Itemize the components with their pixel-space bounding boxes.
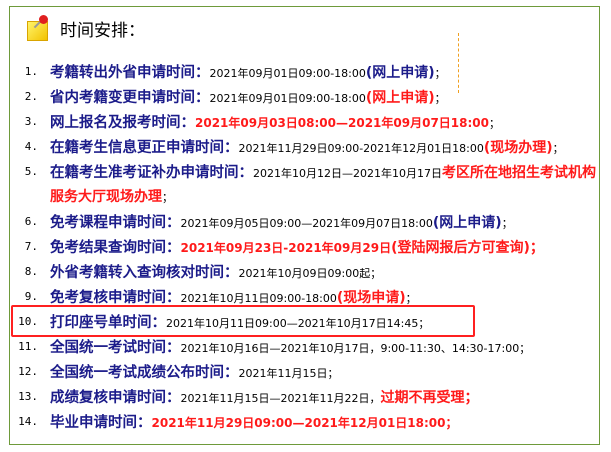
- item-text: (现场办理): [483, 139, 553, 156]
- item-content: 免考课程申请时间： 2021年09月05日09:00—2021年09月07日18:…: [50, 211, 513, 232]
- item-number: 7.: [24, 239, 38, 253]
- item-text: 2021年10月09日09:00起；: [238, 266, 382, 280]
- item-number: 12.: [18, 364, 38, 378]
- item-text: 2021年09月01日09:00-18:00: [209, 66, 366, 80]
- item-text: (网上申请): [432, 214, 502, 231]
- item-number: 1.: [24, 64, 38, 78]
- item-content: 打印座号单时间： 2021年10月11日09:00—2021年10月17日14:4…: [50, 311, 429, 332]
- item-text: ；: [489, 116, 500, 130]
- item-label: 考籍转出外省申请时间：: [50, 64, 210, 81]
- item-text: ；: [434, 91, 446, 105]
- item-text: 2021年09月23日-2021年09月29日: [180, 240, 392, 255]
- item-number: 6.: [24, 214, 38, 228]
- item-number: 13.: [18, 389, 38, 403]
- item-text: 2021年10月12日—2021年10月17日: [253, 166, 442, 180]
- item-text: 考区所在地招生考试机构: [441, 164, 596, 181]
- item-label: 全国统一考试成绩公布时间：: [50, 364, 239, 381]
- item-number: 5.: [24, 164, 38, 178]
- item-number: 3.: [24, 114, 38, 128]
- section-header: 时间安排：: [27, 15, 145, 42]
- item-content: 省内考籍变更申请时间： 2021年09月01日09:00-18:00 (网上申请)；: [50, 86, 446, 107]
- item-content: 全国统一考试时间： 2021年10月16日—2021年10月17日，9:00-11…: [50, 336, 530, 357]
- item-text: ；: [405, 291, 417, 305]
- item-text: ；: [552, 141, 564, 155]
- item-content: 考籍转出外省申请时间： 2021年09月01日09:00-18:00 (网上申请)；: [50, 61, 446, 82]
- item-text: (网上申请): [365, 89, 435, 106]
- item-label: 外省考籍转入查询核对时间：: [50, 264, 239, 281]
- item-number: 14.: [18, 414, 38, 428]
- item-label: 免考复核申请时间：: [50, 289, 181, 306]
- pinned-note-icon: [27, 15, 50, 42]
- item-label: 全国统一考试时间：: [50, 339, 181, 356]
- item-label: 毕业申请时间：: [50, 414, 152, 431]
- item-label: 免考结果查询时间：: [50, 239, 181, 256]
- item-number: 8.: [24, 264, 38, 278]
- item-label: 成绩复核申请时间：: [50, 389, 181, 406]
- item-number: 9.: [24, 289, 38, 303]
- item-text: 2021年11月29日09:00—2021年12月01日18:00；: [151, 415, 458, 430]
- item-label: 省内考籍变更申请时间：: [50, 89, 210, 106]
- item-text: 2021年11月29日09:00-2021年12月01日18:00: [238, 141, 484, 155]
- item-text: ；: [162, 191, 173, 204]
- item-content: 毕业申请时间： 2021年11月29日09:00—2021年12月01日18:00…: [50, 411, 458, 432]
- item-content: 免考复核申请时间： 2021年10月11日09:00-18:00 (现场申请)；: [50, 286, 417, 307]
- item-label: 在籍考生信息更正申请时间：: [50, 139, 239, 156]
- item-text: 2021年10月11日09:00-18:00: [180, 291, 337, 305]
- item-content: 在籍考生信息更正申请时间： 2021年11月29日09:00-2021年12月01…: [50, 136, 564, 157]
- content-frame: [9, 6, 600, 445]
- item-text: 2021年09月03日08:00—2021年09月07日18:00: [195, 115, 489, 130]
- dashed-divider: [458, 33, 459, 93]
- item-label: 网上报名及报考时间：: [50, 114, 195, 131]
- item-label: 免考课程申请时间：: [50, 214, 181, 231]
- item-text: ；: [434, 66, 446, 80]
- item-content: 网上报名及报考时间： 2021年09月03日08:00—2021年09月07日18…: [50, 111, 500, 132]
- item-number: 11.: [18, 339, 38, 353]
- item-content: 成绩复核申请时间： 2021年11月15日—2021年11月22日， 过期不再受理；: [50, 386, 478, 407]
- item-text: 2021年10月11日09:00—2021年10月17日14:45；: [166, 316, 430, 330]
- item-content: 外省考籍转入查询核对时间： 2021年10月09日09:00起；: [50, 261, 381, 282]
- item-text: 过期不再受理；: [380, 389, 479, 406]
- item-content: 免考结果查询时间： 2021年09月23日-2021年09月29日 (登陆网报后方可…: [50, 236, 544, 257]
- item-content: 服务大厅现场办理；: [50, 186, 173, 206]
- item-label: 打印座号单时间：: [50, 314, 166, 331]
- item-label: 在籍考生准考证补办申请时间：: [50, 164, 253, 181]
- item-text: (网上申请): [365, 64, 435, 81]
- item-text: 服务大厅现场办理: [50, 189, 162, 205]
- item-text: 2021年09月05日09:00—2021年09月07日18:00: [180, 216, 433, 230]
- highlight-box: [11, 305, 475, 337]
- item-number: 4.: [24, 139, 38, 153]
- item-number: 2.: [24, 89, 38, 103]
- item-text: 2021年11月15日；: [238, 366, 339, 380]
- item-content: 全国统一考试成绩公布时间： 2021年11月15日；: [50, 361, 339, 382]
- item-text: 2021年10月16日—2021年10月17日，9:00-11:30、14:30…: [180, 341, 531, 355]
- section-title: 时间安排：: [60, 21, 145, 41]
- item-text: (登陆网报后方可查询)；: [391, 239, 544, 256]
- item-text: 2021年11月15日—2021年11月22日，: [180, 391, 381, 405]
- item-number: 10.: [18, 314, 38, 328]
- item-text: 2021年09月01日09:00-18:00: [209, 91, 366, 105]
- item-text: (现场申请): [336, 289, 406, 306]
- item-text: ；: [501, 216, 513, 230]
- item-content: 在籍考生准考证补办申请时间： 2021年10月12日—2021年10月17日 考区所…: [50, 161, 596, 182]
